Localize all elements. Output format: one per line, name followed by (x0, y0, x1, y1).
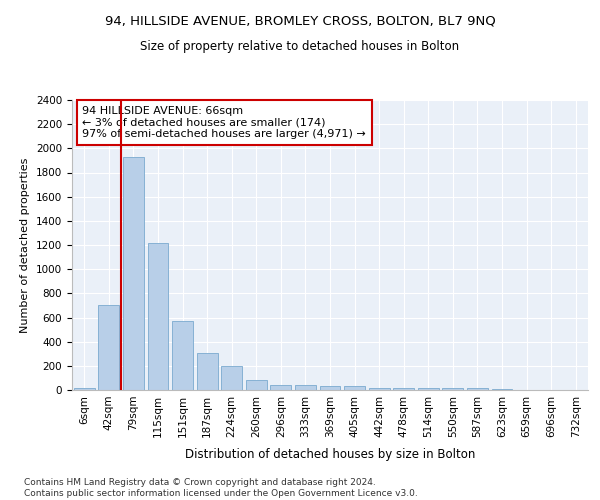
Bar (320, 386, 340, 390)
Text: 94 HILLSIDE AVENUE: 66sqm
← 3% of detached houses are smaller (174)
97% of semi-: 94 HILLSIDE AVENUE: 66sqm ← 3% of detach… (82, 106, 366, 139)
Bar (271, 384, 292, 390)
Bar (172, 321, 193, 390)
Bar (344, 386, 365, 390)
Bar (442, 388, 463, 390)
Text: 94, HILLSIDE AVENUE, BROMLEY CROSS, BOLTON, BL7 9NQ: 94, HILLSIDE AVENUE, BROMLEY CROSS, BOLT… (104, 15, 496, 28)
Bar (74, 388, 95, 390)
Bar (418, 388, 439, 390)
X-axis label: Distribution of detached houses by size in Bolton: Distribution of detached houses by size … (185, 448, 475, 461)
Bar (368, 388, 389, 390)
Bar (393, 388, 414, 390)
Bar (98, 306, 119, 390)
Bar (246, 380, 267, 390)
Text: Contains HM Land Registry data © Crown copyright and database right 2024.
Contai: Contains HM Land Registry data © Crown c… (24, 478, 418, 498)
Bar (123, 157, 144, 390)
Bar (221, 366, 242, 390)
Bar (197, 353, 218, 390)
Text: Size of property relative to detached houses in Bolton: Size of property relative to detached ho… (140, 40, 460, 53)
Bar (295, 385, 316, 390)
Bar (467, 388, 488, 390)
Bar (148, 242, 169, 390)
Y-axis label: Number of detached properties: Number of detached properties (20, 158, 31, 332)
